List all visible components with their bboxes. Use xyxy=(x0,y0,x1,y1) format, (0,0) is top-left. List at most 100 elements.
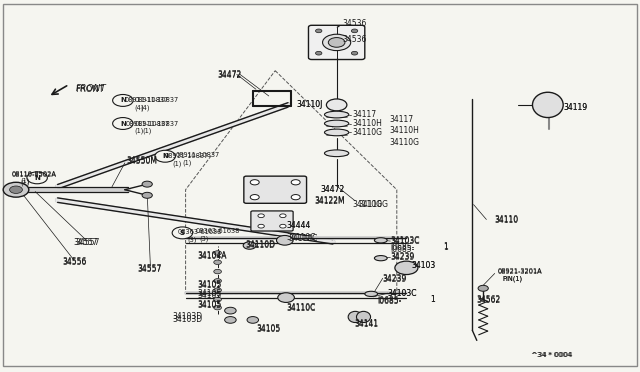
Text: 08921-3201A: 08921-3201A xyxy=(498,269,543,275)
Text: 08363-61638: 08363-61638 xyxy=(178,230,222,235)
Circle shape xyxy=(225,307,236,314)
Text: 34110: 34110 xyxy=(495,215,519,224)
Text: 34110H: 34110H xyxy=(353,119,383,128)
Text: l0685-: l0685- xyxy=(390,245,415,254)
Text: 34536: 34536 xyxy=(342,19,367,28)
Text: N: N xyxy=(34,175,40,181)
Text: (1): (1) xyxy=(20,178,30,185)
Circle shape xyxy=(258,224,264,228)
Text: 34105: 34105 xyxy=(197,289,221,298)
Circle shape xyxy=(27,172,47,184)
Text: l0685-: l0685- xyxy=(378,297,402,306)
Text: 08911-10837: 08911-10837 xyxy=(176,153,220,158)
Text: 34562: 34562 xyxy=(477,296,501,305)
Text: 08911-10837: 08911-10837 xyxy=(134,121,179,126)
Circle shape xyxy=(3,182,29,197)
Text: 34557: 34557 xyxy=(138,264,162,273)
Text: FRONT: FRONT xyxy=(76,84,106,93)
Circle shape xyxy=(276,235,293,245)
Text: 34117: 34117 xyxy=(389,115,413,124)
FancyBboxPatch shape xyxy=(244,176,307,203)
Text: 34110C: 34110C xyxy=(286,233,316,242)
Text: 34110J: 34110J xyxy=(297,100,323,109)
Text: 08911-10837: 08911-10837 xyxy=(165,153,209,159)
Ellipse shape xyxy=(324,111,349,118)
Text: 34104A: 34104A xyxy=(197,251,227,260)
FancyBboxPatch shape xyxy=(308,25,365,60)
Text: 34110D: 34110D xyxy=(245,240,275,249)
Text: 34105: 34105 xyxy=(256,324,280,333)
Circle shape xyxy=(316,29,322,33)
Text: 08911-10837: 08911-10837 xyxy=(134,97,179,103)
Text: N: N xyxy=(120,121,126,126)
Text: 34110J: 34110J xyxy=(296,100,323,109)
Circle shape xyxy=(351,29,358,33)
Text: 34444: 34444 xyxy=(286,221,310,230)
Text: 34557: 34557 xyxy=(138,265,162,274)
Circle shape xyxy=(142,192,152,198)
Text: 34141: 34141 xyxy=(354,319,378,328)
Text: 34117: 34117 xyxy=(353,110,377,119)
Text: 34472: 34472 xyxy=(320,185,344,194)
Text: 34105: 34105 xyxy=(197,300,221,309)
Text: 08921-3201A: 08921-3201A xyxy=(498,268,543,274)
Text: 34239: 34239 xyxy=(383,275,407,283)
Text: l0685-: l0685- xyxy=(378,296,402,305)
Circle shape xyxy=(155,150,175,162)
Circle shape xyxy=(214,260,221,264)
Text: (1): (1) xyxy=(20,179,30,186)
Circle shape xyxy=(172,227,193,239)
Circle shape xyxy=(258,214,264,218)
Text: 34536: 34536 xyxy=(342,35,367,44)
Text: (1): (1) xyxy=(134,128,144,134)
Text: 34110G: 34110G xyxy=(358,200,388,209)
Text: 34110G: 34110G xyxy=(353,200,383,209)
Text: 34110G: 34110G xyxy=(389,138,419,147)
Text: 34119: 34119 xyxy=(563,103,588,112)
Ellipse shape xyxy=(324,120,349,127)
Text: 34103C: 34103C xyxy=(390,237,420,246)
Text: 34239: 34239 xyxy=(383,274,407,283)
Circle shape xyxy=(250,180,259,185)
Circle shape xyxy=(351,51,358,55)
Text: 34239: 34239 xyxy=(390,253,415,262)
Ellipse shape xyxy=(356,311,371,323)
Text: (3): (3) xyxy=(187,237,196,243)
Circle shape xyxy=(113,94,133,106)
Circle shape xyxy=(291,195,300,200)
Text: 34119: 34119 xyxy=(563,103,588,112)
Circle shape xyxy=(113,118,133,129)
Circle shape xyxy=(214,251,221,255)
Text: 1: 1 xyxy=(430,295,435,304)
Text: 34472: 34472 xyxy=(320,185,344,194)
Text: 34556: 34556 xyxy=(63,258,87,267)
Text: 08363-61638: 08363-61638 xyxy=(195,228,239,234)
Text: 34103C: 34103C xyxy=(390,236,420,245)
FancyBboxPatch shape xyxy=(251,211,293,231)
Text: 34557: 34557 xyxy=(76,238,100,247)
Text: 34103C: 34103C xyxy=(388,289,417,298)
Text: 34103D: 34103D xyxy=(173,312,203,321)
Text: 34472: 34472 xyxy=(218,71,242,80)
Text: S: S xyxy=(180,230,185,236)
Text: 34557: 34557 xyxy=(74,238,98,247)
Text: 34110C: 34110C xyxy=(286,304,316,312)
Text: (1): (1) xyxy=(142,128,152,134)
Text: 34110G: 34110G xyxy=(353,128,383,137)
Text: (1): (1) xyxy=(173,160,182,167)
Text: PIN(1): PIN(1) xyxy=(502,276,522,282)
Circle shape xyxy=(280,224,286,228)
Text: 34105: 34105 xyxy=(256,325,280,334)
Circle shape xyxy=(214,288,221,292)
Text: (4): (4) xyxy=(141,105,150,111)
Text: 34103D: 34103D xyxy=(173,315,203,324)
Text: 08911-10837: 08911-10837 xyxy=(125,97,169,103)
Text: l0685-: l0685- xyxy=(390,243,415,252)
Ellipse shape xyxy=(348,311,362,323)
Text: (3): (3) xyxy=(200,235,209,242)
Ellipse shape xyxy=(324,129,349,136)
Circle shape xyxy=(214,297,221,302)
Text: (1): (1) xyxy=(182,160,192,166)
Circle shape xyxy=(278,293,294,302)
Text: 34122M: 34122M xyxy=(315,197,346,206)
